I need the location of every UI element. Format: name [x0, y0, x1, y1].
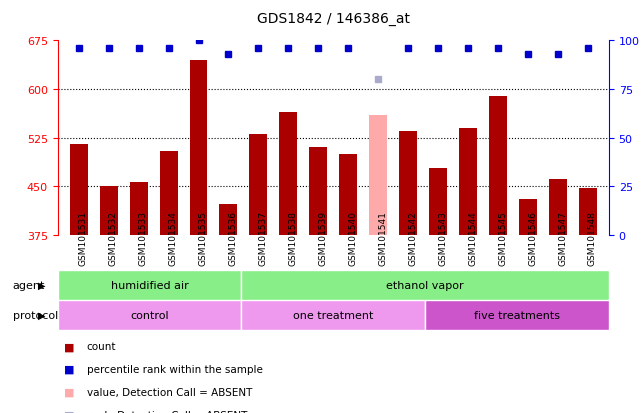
Text: value, Detection Call = ABSENT: value, Detection Call = ABSENT: [87, 387, 252, 397]
Bar: [519, 200, 537, 235]
Text: humidified air: humidified air: [111, 280, 188, 290]
Text: ▶: ▶: [38, 310, 46, 320]
Bar: [310, 148, 328, 235]
Bar: [369, 116, 387, 235]
Text: GSM101543: GSM101543: [438, 211, 447, 266]
Text: GSM101536: GSM101536: [228, 211, 237, 266]
Bar: [399, 132, 417, 235]
Bar: [219, 205, 237, 235]
Bar: [459, 128, 477, 235]
Bar: [549, 179, 567, 235]
Text: ■: ■: [64, 410, 74, 413]
Text: GSM101542: GSM101542: [408, 211, 417, 266]
Text: GSM101533: GSM101533: [138, 211, 147, 266]
Bar: [429, 169, 447, 235]
Bar: [242, 271, 609, 300]
Bar: [58, 300, 242, 330]
Text: GSM101541: GSM101541: [378, 211, 387, 266]
Text: five treatments: five treatments: [474, 310, 560, 320]
Text: GSM101545: GSM101545: [498, 211, 507, 266]
Text: GSM101540: GSM101540: [348, 211, 357, 266]
Text: count: count: [87, 342, 116, 351]
Text: ▶: ▶: [38, 280, 46, 290]
Bar: [489, 96, 507, 235]
Text: GSM101534: GSM101534: [169, 211, 178, 266]
Bar: [242, 300, 425, 330]
Text: GDS1842 / 146386_at: GDS1842 / 146386_at: [257, 12, 410, 26]
Text: ethanol vapor: ethanol vapor: [387, 280, 464, 290]
Bar: [70, 145, 88, 235]
Bar: [129, 183, 147, 235]
Text: GSM101546: GSM101546: [528, 211, 537, 266]
Bar: [58, 271, 242, 300]
Text: percentile rank within the sample: percentile rank within the sample: [87, 364, 262, 374]
Text: control: control: [130, 310, 169, 320]
Text: one treatment: one treatment: [293, 310, 374, 320]
Text: agent: agent: [13, 280, 46, 290]
Text: GSM101539: GSM101539: [319, 211, 328, 266]
Bar: [279, 112, 297, 235]
Text: ■: ■: [64, 342, 74, 351]
Text: GSM101537: GSM101537: [258, 211, 267, 266]
Bar: [99, 187, 117, 235]
Text: GSM101538: GSM101538: [288, 211, 297, 266]
Text: GSM101547: GSM101547: [558, 211, 567, 266]
Bar: [160, 151, 178, 235]
Bar: [249, 135, 267, 235]
Text: ■: ■: [64, 387, 74, 397]
Text: ■: ■: [64, 364, 74, 374]
Text: GSM101532: GSM101532: [108, 211, 117, 266]
Bar: [190, 61, 208, 235]
Text: GSM101531: GSM101531: [79, 211, 88, 266]
Text: GSM101548: GSM101548: [588, 211, 597, 266]
Bar: [579, 189, 597, 235]
Bar: [339, 154, 357, 235]
Text: protocol: protocol: [13, 310, 58, 320]
Text: rank, Detection Call = ABSENT: rank, Detection Call = ABSENT: [87, 410, 247, 413]
Text: GSM101535: GSM101535: [199, 211, 208, 266]
Bar: [425, 300, 609, 330]
Text: GSM101544: GSM101544: [468, 211, 477, 266]
